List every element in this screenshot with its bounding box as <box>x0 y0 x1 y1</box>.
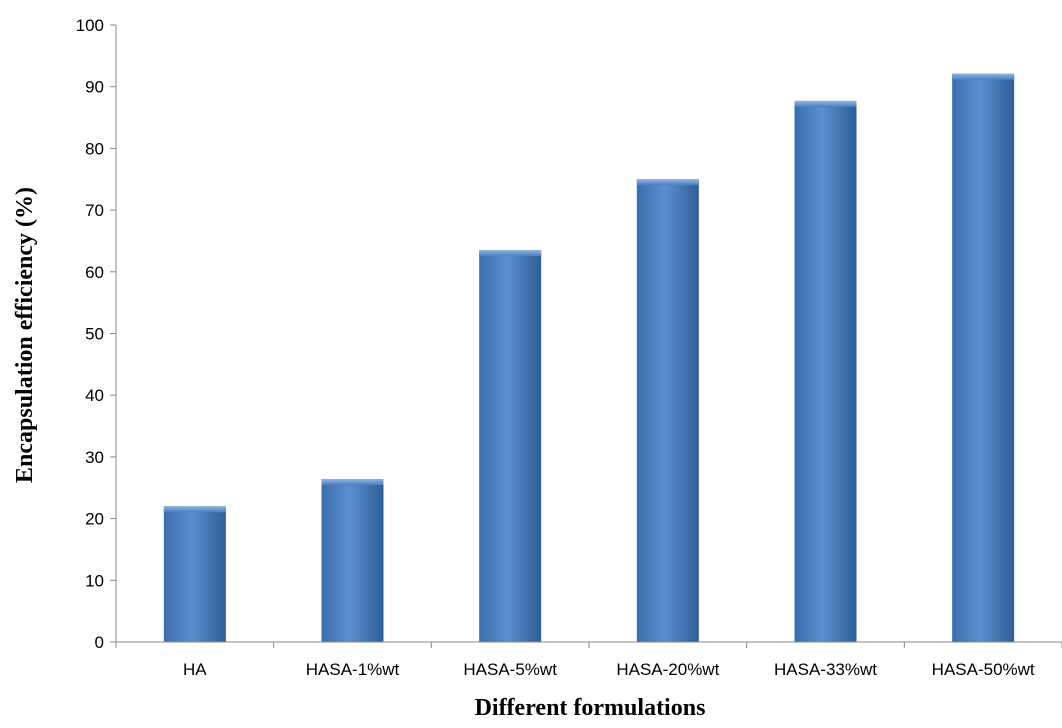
bar <box>952 73 1015 643</box>
bar <box>636 179 699 642</box>
bar-cap <box>636 179 699 186</box>
y-tick-label: 60 <box>85 263 104 282</box>
bar-hasa-5-wt <box>479 250 542 642</box>
y-tick-label: 80 <box>85 139 104 158</box>
x-axis-title: Different formulations <box>475 695 706 721</box>
x-tick-labels: HA HASA-1%wt HASA-5%wt HASA-20%wt HASA-33%wt… <box>183 660 1035 679</box>
x-tick-label: HA <box>183 660 207 679</box>
x-tick-label: HASA-50%wt <box>932 660 1035 679</box>
bar-cap <box>794 100 857 107</box>
y-tick-label: 10 <box>85 571 104 590</box>
bar-cap <box>952 73 1015 80</box>
bar-ha <box>163 506 226 642</box>
y-tick-label: 90 <box>85 78 104 97</box>
y-tick-label: 0 <box>95 633 104 652</box>
bar <box>163 506 226 642</box>
y-tick-label: 40 <box>85 386 104 405</box>
bar-cap <box>163 506 226 513</box>
y-tick-label: 20 <box>85 510 104 529</box>
x-tick-label: HASA-1%wt <box>306 660 400 679</box>
y-axis-title: Encapsulation efficiency (%) <box>12 187 38 483</box>
bar-hasa-1-wt <box>321 479 384 642</box>
x-tick-label: HASA-20%wt <box>616 660 719 679</box>
y-tick-label: 50 <box>85 325 104 344</box>
bar-cap <box>321 479 384 486</box>
y-tick-label: 100 <box>76 16 104 35</box>
y-tick-label: 70 <box>85 201 104 220</box>
y-tick-label: 30 <box>85 448 104 467</box>
bars-group <box>163 73 1015 643</box>
y-tick-labels: 0 10 20 30 40 50 60 70 80 90 100 <box>76 16 104 652</box>
x-tick-label: HASA-33%wt <box>774 660 877 679</box>
x-tick-label: HASA-5%wt <box>463 660 557 679</box>
bar <box>479 250 542 642</box>
bar-cap <box>479 250 542 257</box>
bar-hasa-33-wt <box>794 100 857 643</box>
bar-hasa-20-wt <box>636 179 699 642</box>
bar <box>794 100 857 643</box>
axes-group <box>110 24 1062 648</box>
bar <box>321 479 384 642</box>
bar-hasa-50-wt <box>952 73 1015 643</box>
